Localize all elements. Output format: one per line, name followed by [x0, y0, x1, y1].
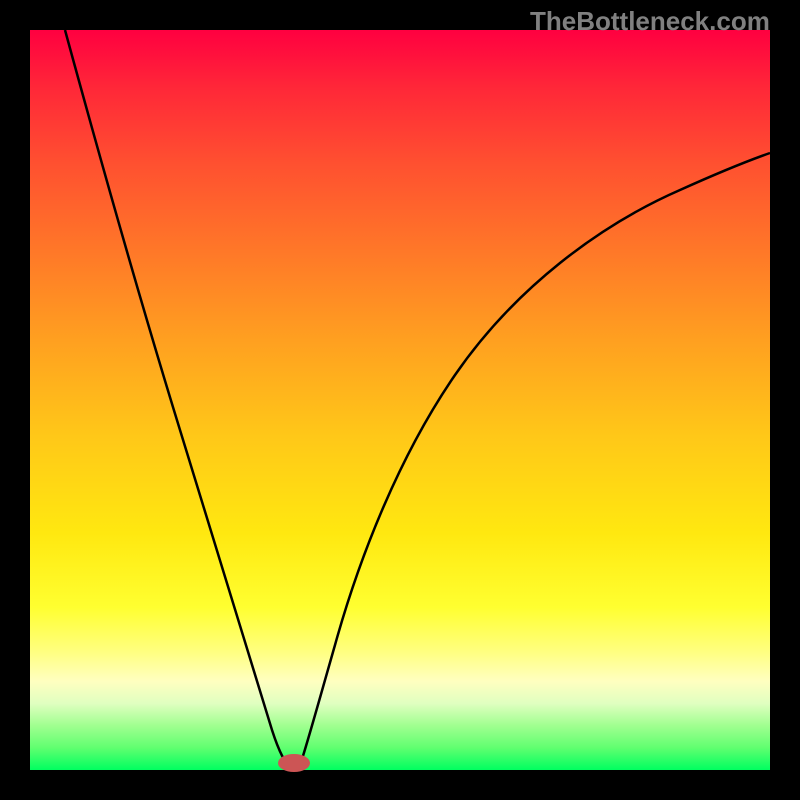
plot-gradient-background — [30, 30, 770, 770]
watermark-text: TheBottleneck.com — [530, 6, 770, 37]
chart-root: TheBottleneck.com — [0, 0, 800, 800]
